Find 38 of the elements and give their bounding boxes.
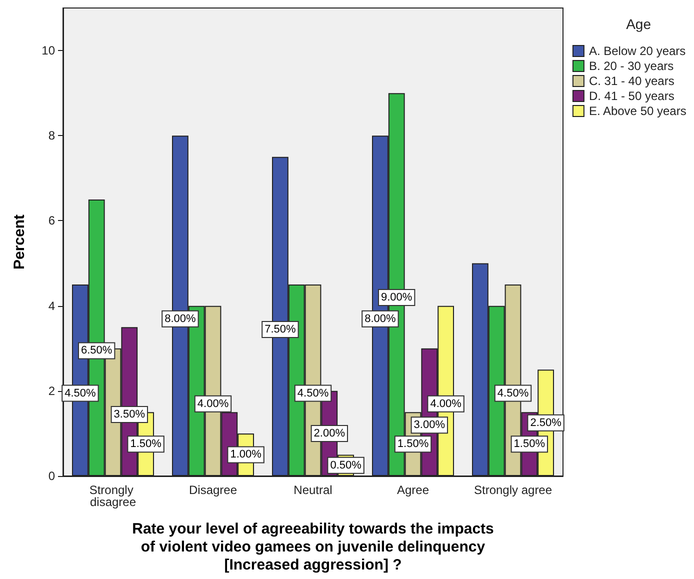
data-label: 6.50% (81, 344, 112, 357)
data-label: 4.50% (64, 387, 96, 400)
y-tick-label: 2 (48, 384, 56, 398)
x-tick-label: Neutral (294, 483, 332, 497)
data-label: 0.50% (330, 459, 362, 472)
data-label: 2.50% (530, 416, 562, 429)
y-tick-label: 0 (48, 469, 56, 483)
x-axis-title: Rate your level of agreeability towards the impacts of violent video gamees on juvenile delinquency [Increased aggression] ? (132, 520, 494, 574)
data-label: 4.50% (497, 387, 529, 400)
data-label: 8.00% (364, 312, 396, 325)
data-label: 1.50% (514, 438, 546, 450)
data-label: 4.00% (430, 398, 462, 410)
x-tick-label: Strongly disagree (89, 483, 137, 509)
x-tick-label: Disagree (188, 483, 238, 497)
y-tick-label: 8 (48, 128, 56, 143)
data-label: 4.00% (197, 398, 229, 410)
data-label: 4.50% (297, 387, 329, 400)
x-tick-label: Agree (396, 483, 430, 497)
x-tick-label: Strongly agree (474, 483, 552, 497)
data-label: 3.50% (114, 408, 146, 421)
legend-label: D. 41 - 50 years (588, 89, 674, 103)
data-label: 7.50% (264, 323, 296, 336)
legend-title: Age (626, 16, 652, 32)
data-label: 1.50% (130, 438, 162, 450)
data-label: 1.00% (230, 448, 262, 461)
data-label: 2.00% (314, 427, 346, 440)
y-axis-title: Percent (11, 214, 28, 270)
data-label: 3.00% (414, 419, 446, 432)
y-tick-label: 10 (42, 44, 56, 58)
data-label: 1.50% (397, 438, 429, 450)
legend-label: A. Below 20 years (588, 44, 686, 58)
data-label: 9.00% (381, 292, 412, 304)
legend-label: B. 20 - 30 years (588, 59, 674, 73)
y-tick-label: 6 (48, 214, 56, 228)
legend-label: C. 31 - 40 years (588, 74, 674, 88)
data-label: 8.00% (164, 312, 196, 325)
legend-label: E. Above 50 years (588, 104, 686, 118)
y-tick-label: 4 (48, 298, 56, 313)
